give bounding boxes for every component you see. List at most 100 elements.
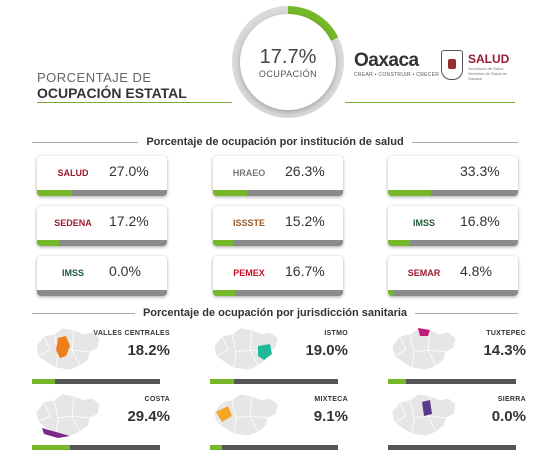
institution-occupancy-value: 27.0% [109, 163, 149, 179]
salud-logo-subtitle: Secretaría de Salud Servicios de Salud d… [468, 66, 507, 81]
region-panel: COSTA 29.4% [32, 388, 182, 450]
institution-occupancy-bar-fill [388, 290, 395, 296]
region-occupancy-value: 14.3% [483, 342, 526, 359]
salud-logo-text: SALUD [468, 52, 510, 66]
institution-occupancy-bar [388, 290, 518, 296]
region-occupancy-value: 19.0% [305, 342, 348, 359]
institution-card: SALUD 27.0% [37, 156, 167, 196]
state-outline [213, 393, 279, 437]
institution-card: SEDENA 17.2% [37, 206, 167, 246]
institution-logo: IMSS [61, 268, 84, 278]
header-divider-left [37, 102, 232, 103]
region-map-icon [35, 327, 101, 371]
institution-occupancy-value: 16.8% [460, 213, 500, 229]
state-seal-icon [441, 50, 463, 80]
region-name: VALLES CENTRALES [93, 330, 170, 337]
institution-occupancy-value: 17.2% [109, 213, 149, 229]
institution-occupancy-value: 16.7% [285, 263, 325, 279]
institution-occupancy-bar [37, 240, 167, 246]
institution-occupancy-value: 26.3% [285, 163, 325, 179]
region-highlight [422, 400, 432, 416]
region-panel: TUXTEPEC 14.3% [388, 322, 538, 384]
region-occupancy-bar [210, 445, 338, 450]
region-occupancy-value: 18.2% [127, 342, 170, 359]
institution-occupancy-bar-fill [213, 190, 248, 196]
region-highlight [216, 406, 232, 422]
region-occupancy-bar [32, 379, 160, 384]
oaxaca-logo: Oaxaca CREAR • CONSTRUIR • CRECER [354, 50, 444, 84]
region-name: MIXTECA [314, 396, 348, 403]
institution-logo: HRAEO [232, 168, 266, 178]
institution-occupancy-value: 0.0% [109, 263, 141, 279]
institution-occupancy-bar-fill [213, 290, 235, 296]
salud-logo: SALUD Secretaría de Salud Servicios de S… [468, 52, 516, 81]
institution-logo: SEMAR [407, 268, 441, 278]
institution-logo: PEMEX [233, 268, 265, 278]
institution-occupancy-bar [37, 190, 167, 196]
institution-occupancy-bar [388, 190, 518, 196]
institution-logo [394, 159, 454, 187]
state-occupancy-gauge: 17.7% OCUPACIÓN [232, 6, 344, 118]
institution-logo: SALUD [57, 168, 89, 178]
institution-occupancy-bar [388, 240, 518, 246]
institution-occupancy-bar-fill [388, 240, 410, 246]
regions-heading-text: Porcentaje de ocupación por jurisdicción… [142, 307, 408, 319]
institution-logo: ISSSTE [232, 218, 265, 228]
region-panel: VALLES CENTRALES 18.2% [32, 322, 182, 384]
state-outline [213, 327, 279, 371]
institutions-section-heading: Porcentaje de ocupación por institución … [32, 133, 519, 151]
region-map-icon [213, 393, 279, 437]
region-name: SIERRA [497, 396, 526, 403]
institution-occupancy-bar-fill [388, 190, 432, 196]
region-occupancy-bar-fill [210, 445, 222, 450]
region-occupancy-bar-fill [32, 379, 56, 384]
institutions-heading-text: Porcentaje de ocupación por institución … [146, 136, 404, 148]
institution-card: SEMAR 4.8% [388, 256, 518, 296]
institution-card: 33.3% [388, 156, 518, 196]
institution-card: HRAEO 26.3% [213, 156, 343, 196]
region-map-icon [35, 393, 101, 438]
institution-card: IMSS 16.8% [388, 206, 518, 246]
region-occupancy-bar [388, 379, 516, 384]
institution-occupancy-bar [213, 240, 343, 246]
header-divider-right [345, 102, 515, 103]
region-occupancy-value: 0.0% [491, 408, 526, 425]
state-outline [391, 327, 457, 371]
region-name: COSTA [144, 396, 170, 403]
region-highlight [42, 428, 70, 438]
regions-section-heading: Porcentaje de ocupación por jurisdicción… [32, 304, 519, 322]
institution-occupancy-bar [213, 290, 343, 296]
page-title-line1: PORCENTAJE DE [37, 70, 152, 85]
region-map-icon [213, 327, 279, 371]
institution-logo: IMSS [412, 218, 435, 228]
institution-occupancy-bar-fill [37, 240, 60, 246]
institution-card: ISSSTE 15.2% [213, 206, 343, 246]
region-name: TUXTEPEC [486, 330, 526, 337]
institution-occupancy-bar [213, 190, 343, 196]
region-occupancy-bar-fill [388, 379, 407, 384]
region-panel: SIERRA 0.0% [388, 388, 538, 450]
region-highlight [56, 336, 70, 358]
region-occupancy-bar-fill [32, 445, 70, 450]
institution-logo: SEDENA [54, 218, 92, 228]
institution-occupancy-value: 15.2% [285, 213, 325, 229]
region-occupancy-bar [388, 445, 516, 450]
institution-occupancy-bar-fill [37, 190, 73, 196]
page-title: PORCENTAJE DE OCUPACIÓN ESTATAL [37, 70, 187, 101]
institution-occupancy-value: 4.8% [460, 263, 492, 279]
region-name: ISTMO [324, 330, 348, 337]
region-occupancy-bar-fill [210, 379, 235, 384]
region-occupancy-bar [32, 445, 160, 450]
oaxaca-logo-tagline: CREAR • CONSTRUIR • CRECER [354, 72, 440, 78]
region-map-icon [391, 393, 457, 437]
region-occupancy-bar [210, 379, 338, 384]
region-highlight [418, 328, 430, 336]
institution-card: PEMEX 16.7% [213, 256, 343, 296]
institution-occupancy-bar [37, 290, 167, 296]
institution-occupancy-value: 33.3% [460, 163, 500, 179]
state-occupancy-label: OCUPACIÓN [258, 68, 318, 79]
page-title-line2: OCUPACIÓN ESTATAL [37, 85, 187, 101]
region-occupancy-value: 29.4% [127, 408, 170, 425]
institution-occupancy-bar-fill [213, 240, 233, 246]
institution-card: IMSS 0.0% [37, 256, 167, 296]
